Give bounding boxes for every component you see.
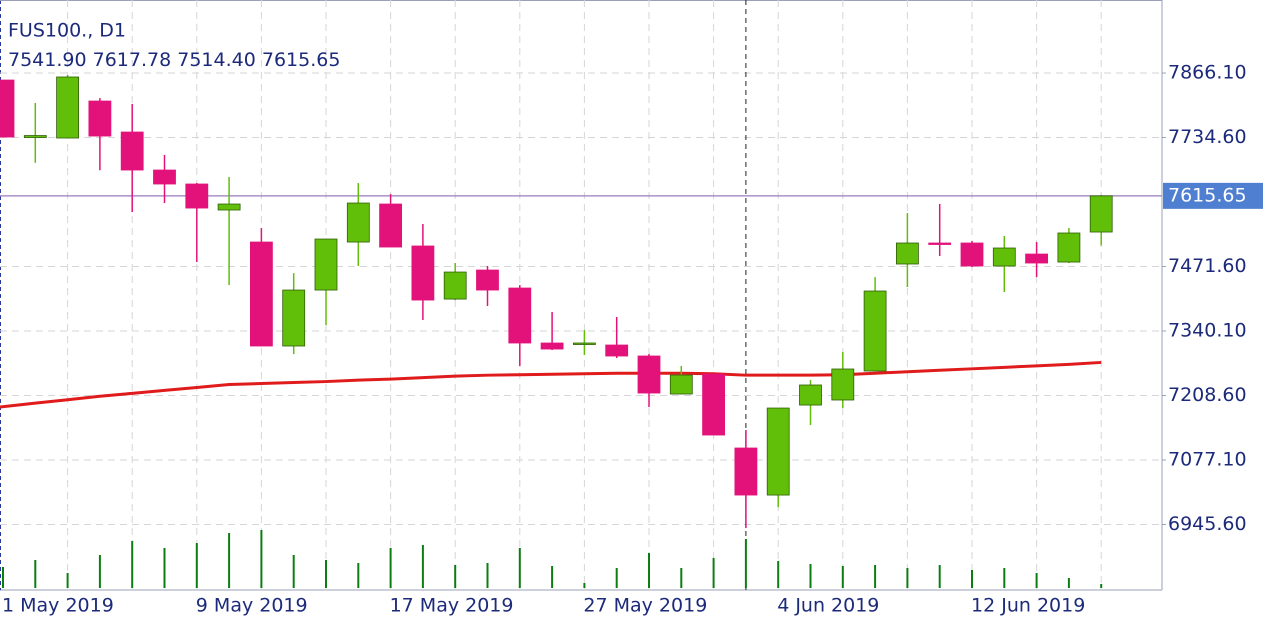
candle-body [476,269,499,291]
candle-body [508,287,532,344]
low-label: 7514.40 [177,49,256,71]
candle-body [1025,253,1048,264]
marks [0,75,1162,588]
open-label: 7541.90 [8,49,87,71]
price-tag-label: 7615.65 [1168,184,1247,206]
candle-body [153,169,176,185]
close-label: 7615.65 [262,49,341,71]
candle-body [702,373,725,436]
x-tick-label: 17 May 2019 [390,595,514,617]
high-label: 7617.78 [93,49,172,71]
candle-body [443,271,467,300]
y-tick-label: 7866.10 [1168,62,1247,84]
candle-body [314,238,338,291]
ohlc-header: 7541.90 7617.78 7514.40 7615.65 [8,49,340,71]
x-tick-label: 12 Jun 2019 [971,595,1085,617]
candle-body [411,245,435,301]
candle-body [88,100,112,137]
candle-body [831,368,855,401]
moving-average [0,360,1102,409]
y-tick-label: 7077.10 [1168,448,1247,470]
labels: FUS100., D1 7541.90 7617.78 7514.40 7615… [2,20,1263,617]
x-tick-label: 1 May 2019 [2,595,114,617]
grid [0,0,1166,590]
candle-body [120,131,144,171]
candle-body [1057,232,1081,263]
candle-body [669,374,693,395]
candle-body [637,355,661,394]
candle-body [734,447,758,496]
candle-body [799,384,822,406]
candle-body [0,79,15,138]
candle-body [346,202,370,243]
candle-body [379,203,403,248]
candle-body [573,342,596,345]
candle-body [863,290,887,372]
candle-body [896,242,919,265]
candle-body [928,242,952,245]
candle-body [605,344,629,357]
candle-body [282,289,306,347]
x-tick-label: 27 May 2019 [583,595,707,617]
y-tick-label: 6945.60 [1168,513,1247,535]
candle-body [23,135,47,138]
price-tag [1163,182,1263,209]
candle-body [249,241,273,347]
candle-body [1089,195,1113,233]
y-tick-label: 7340.10 [1168,319,1247,341]
chart-title: FUS100., D1 [8,20,126,42]
candle-body [766,407,790,496]
candle-body [960,242,984,267]
y-tick-label: 7208.60 [1168,384,1247,406]
y-tick-label: 7471.60 [1168,255,1247,277]
candle-body [217,203,241,211]
x-tick-label: 4 Jun 2019 [777,595,879,617]
candle-body [185,183,209,209]
candle-body [540,342,564,350]
candle-body [56,76,79,139]
candle-body [992,247,1016,267]
x-tick-label: 9 May 2019 [196,595,308,617]
y-tick-label: 7734.60 [1168,126,1247,148]
